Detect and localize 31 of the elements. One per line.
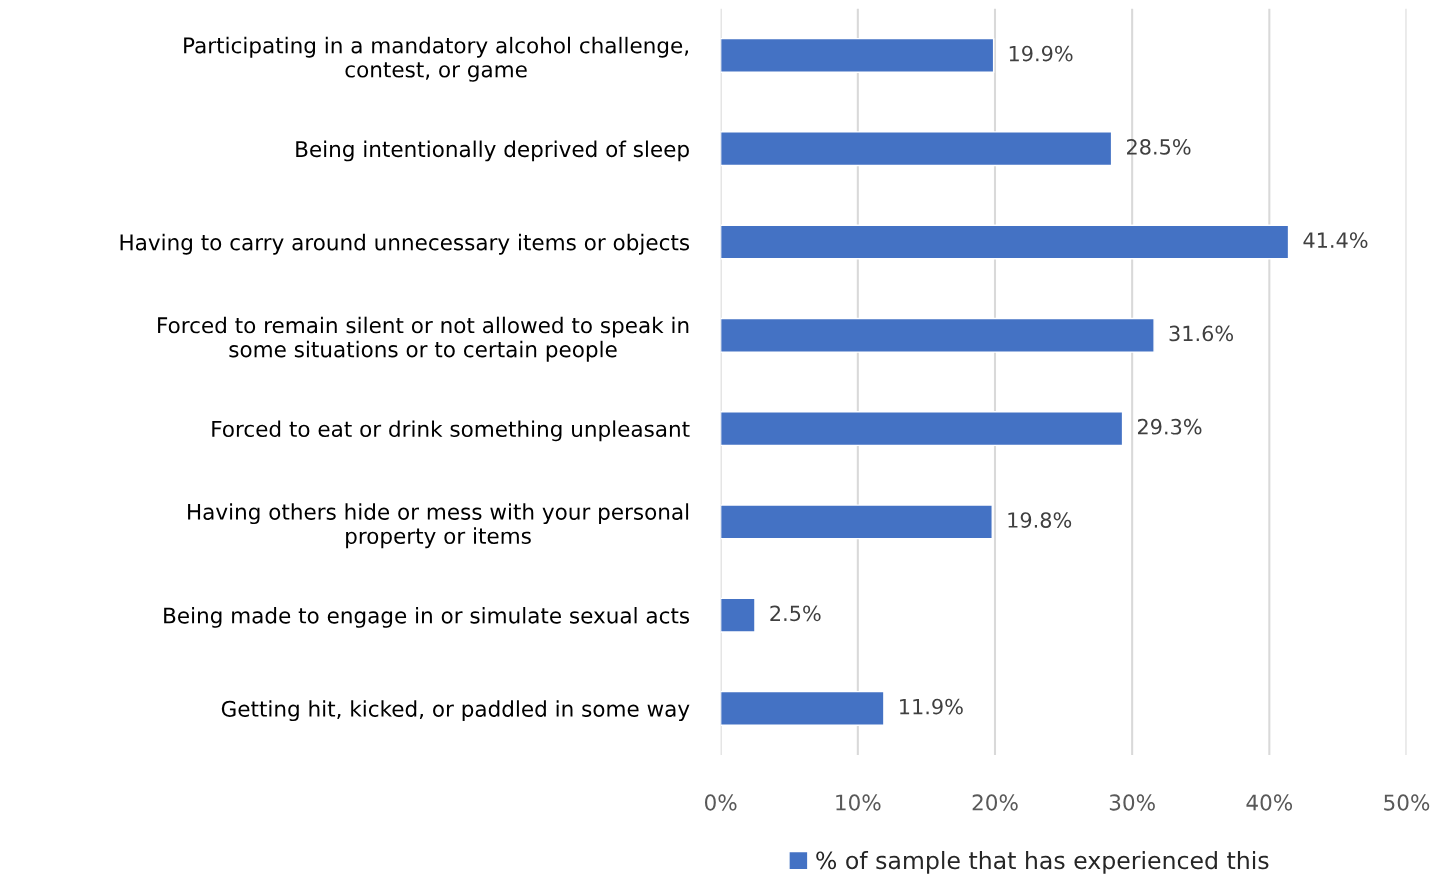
- data-label: 41.4%: [1303, 232, 1368, 249]
- y-tick-label: Being made to engage in or simulate sexual acts: [164, 606, 690, 628]
- x-tick-label: 30%: [1109, 794, 1155, 811]
- data-label: 19.8%: [1008, 512, 1072, 528]
- bar: [720, 597, 756, 633]
- x-tick-label: 40%: [1246, 794, 1293, 811]
- y-tick-label: Forced to remain silent or not allowed to speak in some situations or to certain people: [158, 316, 689, 362]
- y-tick-label: Being intentionally deprived of sleep: [296, 140, 689, 162]
- y-tick-label: Having others hide or mess with your personal property or items: [188, 503, 689, 549]
- bar: [720, 690, 885, 726]
- x-tick-label: 0%: [704, 794, 737, 811]
- data-label: 19.9%: [1009, 45, 1073, 62]
- data-label: 29.3%: [1137, 418, 1202, 435]
- x-tick-label: 20%: [972, 794, 1018, 811]
- y-tick-label: Getting hit, kicked, or paddled in some way: [221, 700, 690, 722]
- legend-label: % of sample that has experienced this: [816, 850, 1269, 874]
- bar: [720, 317, 1155, 353]
- bar: [720, 37, 995, 73]
- x-tick-label: 50%: [1384, 794, 1430, 811]
- data-label: 31.6%: [1169, 325, 1234, 342]
- data-label: 28.5%: [1127, 139, 1191, 155]
- bar: [720, 504, 993, 540]
- data-label: 11.9%: [900, 698, 963, 715]
- data-label: 2.5%: [770, 605, 821, 622]
- y-tick-label: Having to carry around unnecessary items or objects: [120, 233, 690, 255]
- x-tick-label: 10%: [836, 794, 881, 811]
- y-tick-label: Forced to eat or drink something unpleasant: [212, 420, 690, 442]
- bar: [720, 411, 1124, 447]
- bar: [720, 131, 1113, 167]
- bar: [720, 224, 1290, 260]
- y-tick-label: Participating in a mandatory alcohol challenge, contest, or game: [184, 36, 688, 82]
